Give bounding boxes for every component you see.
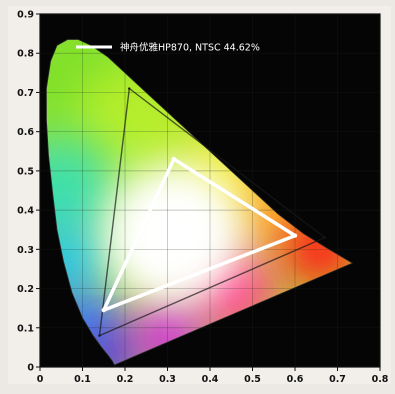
x-tick-label: 0.1: [74, 374, 91, 385]
x-tick-label: 0.6: [287, 374, 304, 385]
y-tick-label: 0.2: [17, 284, 34, 295]
axes: 0 0.1 0.2 0.3 0.4 0.5 0.6 0.7 0.8 0 0.1 0.2 0.3 0.4 0.…: [17, 10, 389, 386]
y-tick-label: 0.5: [17, 166, 34, 177]
gamut-vertex-point: [101, 307, 106, 313]
x-tick-label: 0.3: [159, 374, 176, 385]
legend: 神舟优雅HP870, NTSC 44.62%: [76, 42, 260, 54]
y-tick-label: 0.3: [17, 245, 34, 256]
spectral-locus-outline: [46, 39, 354, 366]
legend-label: 神舟优雅HP870, NTSC 44.62%: [120, 42, 260, 54]
x-tick-label: 0.5: [244, 374, 261, 385]
reference-vertex-point: [98, 334, 101, 337]
y-tick-label: 0: [27, 363, 34, 374]
cyan-region: [46, 216, 111, 307]
gamut-vertex-point: [171, 156, 177, 162]
y-tick-label: 0.9: [17, 10, 34, 21]
x-tick-label: 0: [37, 374, 44, 385]
spectral-locus-color-fill: [46, 39, 353, 365]
measured-gamut-triangle: [102, 157, 297, 312]
x-tick-label: 0.4: [202, 374, 219, 385]
y-tick-label: 0.7: [17, 88, 34, 99]
reference-vertex-point: [323, 236, 326, 239]
x-tick-label: 0.7: [329, 374, 346, 385]
x-tick-label: 0.2: [117, 374, 134, 385]
gamut-series: [98, 87, 326, 337]
y-tick-label: 0.8: [17, 49, 34, 60]
reference-vertex-point: [128, 87, 131, 90]
gamut-vertex-point: [292, 233, 298, 238]
cyan-green-region: [46, 135, 117, 246]
x-tick-label: 0.8: [372, 374, 389, 385]
white-point-core: [122, 192, 213, 283]
reference-gamut-triangle: [98, 87, 326, 337]
violet-region: [82, 325, 143, 365]
y-tick-label: 0.1: [17, 323, 34, 334]
y-tick-label: 0.6: [17, 127, 34, 138]
grid-lines: [40, 14, 380, 367]
y-tick-label: 0.4: [17, 206, 34, 217]
